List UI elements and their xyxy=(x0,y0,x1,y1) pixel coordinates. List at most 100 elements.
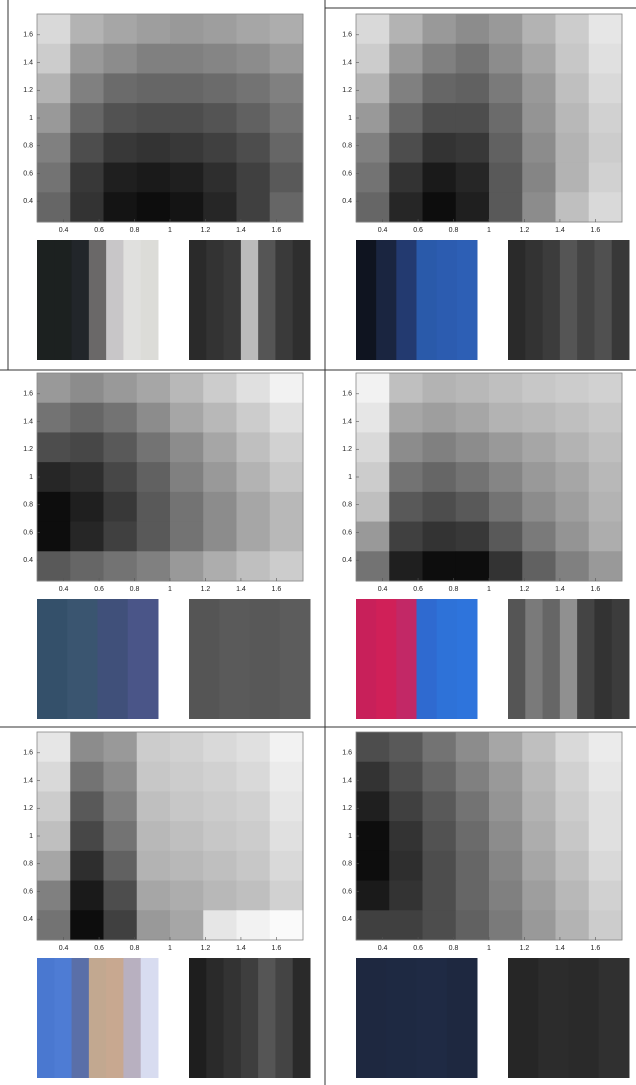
x-tick-label: 1.4 xyxy=(236,227,246,234)
heatmap-cell xyxy=(423,73,457,103)
heatmap-cell xyxy=(70,791,104,821)
y-tick-label: 1 xyxy=(348,474,352,481)
patch-stripe xyxy=(89,958,107,1078)
y-tick-label: 1 xyxy=(29,833,33,840)
heatmap-cell xyxy=(137,73,171,103)
x-tick-label: 0.6 xyxy=(413,945,423,952)
y-tick-label: 0.4 xyxy=(23,557,33,564)
heatmap-cell xyxy=(423,851,457,881)
x-tick-label: 0.4 xyxy=(378,945,388,952)
heatmap-cell xyxy=(556,192,590,222)
heatmap-cell xyxy=(489,103,523,133)
heatmap-cell xyxy=(522,462,556,492)
heatmap-cell xyxy=(589,551,623,581)
x-tick-label: 0.8 xyxy=(449,945,459,952)
patch-stripe xyxy=(447,958,478,1078)
heatmap-cell xyxy=(70,851,104,881)
patch-stripe xyxy=(37,958,55,1078)
heatmap-cell xyxy=(170,103,204,133)
patch-stripe xyxy=(89,240,107,360)
heatmap-cell xyxy=(389,103,423,133)
x-tick-label: 1 xyxy=(168,586,172,593)
heatmap-cell xyxy=(70,492,104,522)
heatmap-cell xyxy=(70,73,104,103)
heatmap-cell xyxy=(356,851,390,881)
patch-stripe xyxy=(54,240,72,360)
heatmap-cell xyxy=(556,133,590,163)
x-tick-label: 1 xyxy=(168,945,172,952)
heatmap-cell xyxy=(137,462,171,492)
patch-stripe xyxy=(224,958,242,1078)
patch-stripe xyxy=(356,599,377,719)
x-tick-label: 0.4 xyxy=(378,227,388,234)
heatmap-cell xyxy=(522,492,556,522)
patch-stripe xyxy=(67,599,98,719)
heatmap-cell xyxy=(556,373,590,403)
heatmap-cell xyxy=(70,522,104,552)
heatmap-cell xyxy=(589,373,623,403)
heatmap-cell xyxy=(270,103,304,133)
heatmap-cell xyxy=(170,492,204,522)
y-tick-label: 1 xyxy=(29,115,33,122)
y-tick-label: 0.6 xyxy=(23,529,33,536)
heatmap-cell xyxy=(522,432,556,462)
patch-stripe xyxy=(106,240,124,360)
heatmap-cell xyxy=(489,551,523,581)
y-tick-label: 0.4 xyxy=(23,916,33,923)
heatmap-cell xyxy=(456,14,490,44)
heatmap-cell xyxy=(104,192,138,222)
heatmap-cell xyxy=(423,551,457,581)
heatmap-cell xyxy=(423,821,457,851)
heatmap-cell xyxy=(389,373,423,403)
heatmap-cell xyxy=(104,163,138,193)
heatmap-cell xyxy=(389,732,423,762)
heatmap-cell xyxy=(489,462,523,492)
y-tick-label: 1.6 xyxy=(23,750,33,757)
heatmap-cell xyxy=(356,44,390,74)
heatmap-cell xyxy=(589,522,623,552)
heatmap-cell xyxy=(104,522,138,552)
x-tick-label: 1.6 xyxy=(272,586,282,593)
heatmap-cell xyxy=(489,492,523,522)
y-tick-label: 0.8 xyxy=(342,861,352,868)
heatmap-cell xyxy=(456,163,490,193)
x-tick-label: 1 xyxy=(487,945,491,952)
heatmap-cell xyxy=(589,14,623,44)
heatmap-cell xyxy=(270,821,304,851)
heatmap-cell xyxy=(589,732,623,762)
patch-stripe xyxy=(258,958,276,1078)
heatmap-cell xyxy=(137,373,171,403)
heatmap-cell xyxy=(356,373,390,403)
heatmap-cell xyxy=(389,791,423,821)
heatmap-cell xyxy=(270,403,304,433)
heatmap-cell xyxy=(203,492,237,522)
heatmap-cell xyxy=(270,432,304,462)
x-tick-label: 1.4 xyxy=(555,227,565,234)
heatmap-cell xyxy=(104,462,138,492)
heatmap-cell xyxy=(137,44,171,74)
heatmap-cell xyxy=(423,910,457,940)
heatmap-cell xyxy=(589,103,623,133)
patch-stripe xyxy=(396,240,417,360)
patch-stripe xyxy=(293,958,311,1078)
heatmap-cell xyxy=(170,432,204,462)
patch-stripe xyxy=(72,958,90,1078)
heatmap-cell xyxy=(589,133,623,163)
patch-stripe xyxy=(206,958,224,1078)
heatmap-cell xyxy=(423,492,457,522)
heatmap-cell xyxy=(489,403,523,433)
heatmap-cell xyxy=(522,103,556,133)
heatmap-cell xyxy=(489,522,523,552)
heatmap-cell xyxy=(237,732,271,762)
patch-stripe xyxy=(275,958,293,1078)
heatmap-cell xyxy=(489,192,523,222)
y-tick-label: 1.6 xyxy=(23,391,33,398)
patch-stripe xyxy=(241,958,259,1078)
heatmap-cell xyxy=(237,791,271,821)
heatmap-cell xyxy=(104,851,138,881)
heatmap-cell xyxy=(237,910,271,940)
heatmap-cell xyxy=(522,44,556,74)
heatmap-cell xyxy=(170,373,204,403)
heatmap-cell xyxy=(104,14,138,44)
heatmap-cell xyxy=(423,192,457,222)
